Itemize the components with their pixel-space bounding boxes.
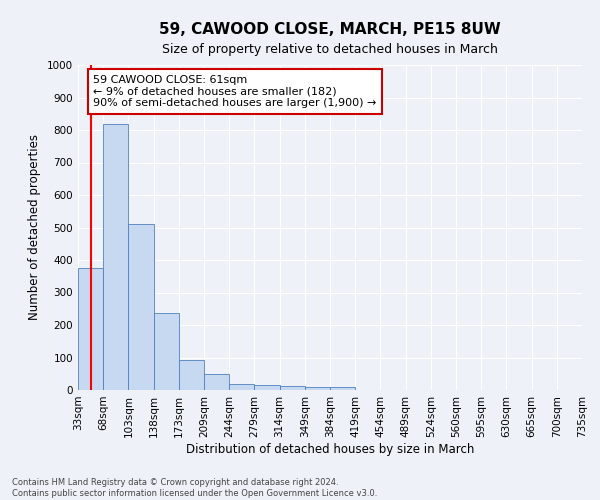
Bar xyxy=(179,360,204,390)
Bar xyxy=(204,374,229,390)
Bar xyxy=(229,384,254,390)
Bar xyxy=(305,387,330,390)
Bar xyxy=(254,385,280,390)
X-axis label: Distribution of detached houses by size in March: Distribution of detached houses by size … xyxy=(186,442,474,456)
Bar xyxy=(330,387,355,390)
Text: 59 CAWOOD CLOSE: 61sqm
← 9% of detached houses are smaller (182)
90% of semi-det: 59 CAWOOD CLOSE: 61sqm ← 9% of detached … xyxy=(93,74,376,108)
Bar xyxy=(128,224,154,390)
Text: Contains HM Land Registry data © Crown copyright and database right 2024.
Contai: Contains HM Land Registry data © Crown c… xyxy=(12,478,377,498)
Bar xyxy=(103,124,128,390)
Text: Size of property relative to detached houses in March: Size of property relative to detached ho… xyxy=(162,42,498,56)
Text: 59, CAWOOD CLOSE, MARCH, PE15 8UW: 59, CAWOOD CLOSE, MARCH, PE15 8UW xyxy=(159,22,501,38)
Bar xyxy=(78,268,103,390)
Bar xyxy=(154,314,179,390)
Y-axis label: Number of detached properties: Number of detached properties xyxy=(28,134,41,320)
Bar xyxy=(280,386,305,390)
